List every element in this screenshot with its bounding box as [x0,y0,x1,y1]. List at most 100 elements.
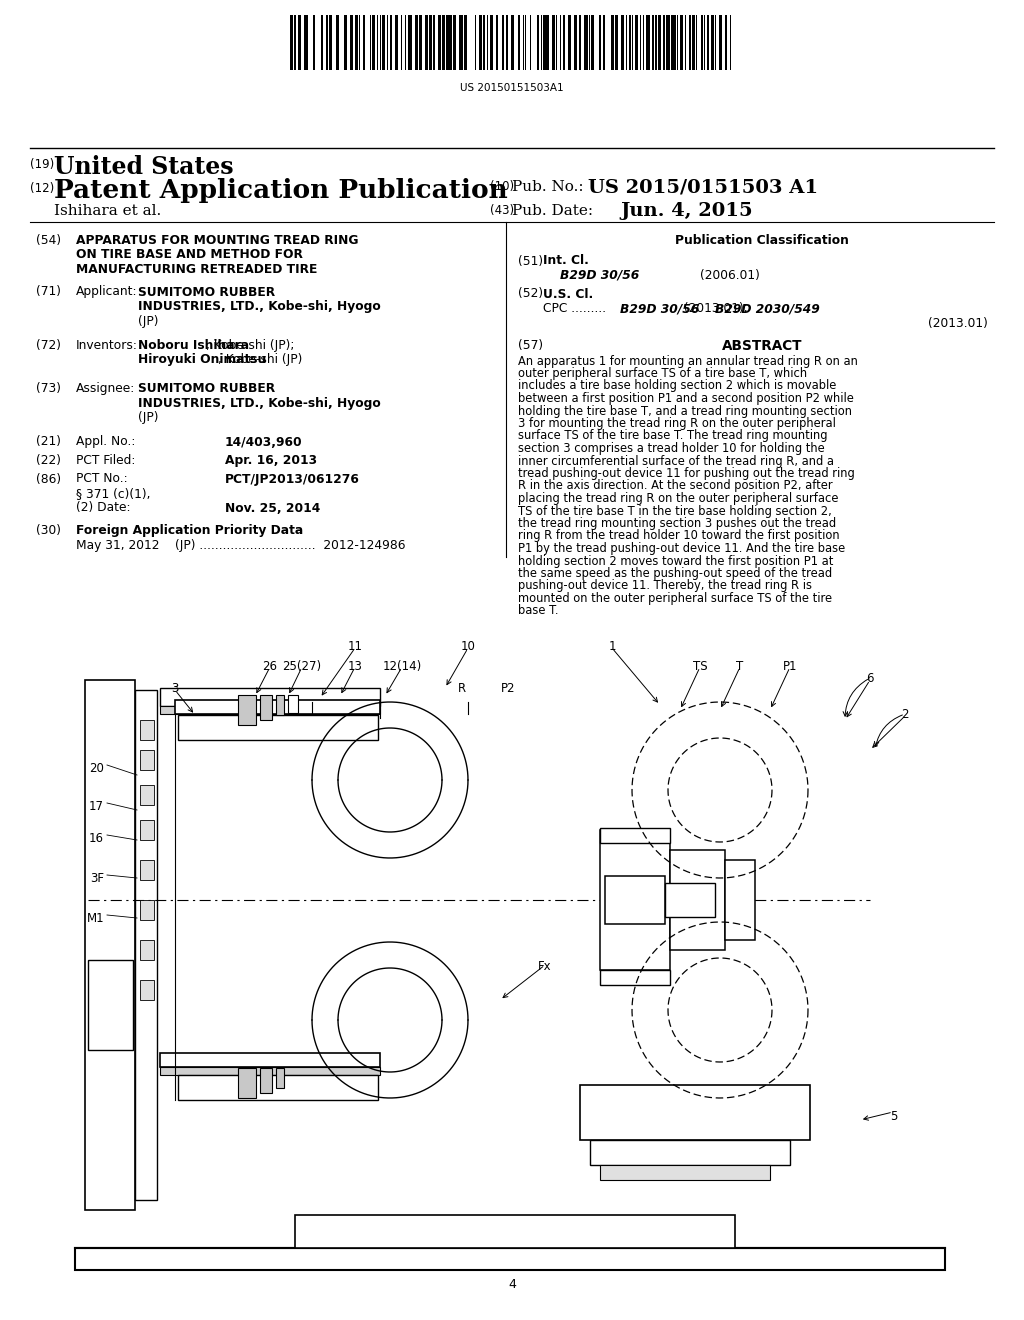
Bar [140,861,154,880]
Bar [711,15,714,70]
Text: Nov. 25, 2014: Nov. 25, 2014 [225,502,321,515]
Bar [605,876,665,924]
Text: 26: 26 [262,660,278,673]
Bar [140,785,154,805]
Text: An apparatus 1 for mounting an annular tread ring R on an: An apparatus 1 for mounting an annular t… [518,355,858,367]
Bar [563,15,565,70]
Bar [453,15,457,70]
Text: (2013.01);: (2013.01); [680,302,752,315]
Text: Appl. No.:: Appl. No.: [76,436,135,449]
Bar [546,15,549,70]
Bar [600,828,670,843]
Bar [326,15,329,70]
Bar [178,715,378,741]
Text: TS of the tire base T in the tire base holding section 2,: TS of the tire base T in the tire base h… [518,504,831,517]
Text: (12): (12) [30,182,54,195]
Text: section 3 comprises a tread holder 10 for holding the: section 3 comprises a tread holder 10 fo… [518,442,824,455]
Bar [382,15,385,70]
Bar [464,15,467,70]
Bar [410,15,412,70]
Text: between a first position P1 and a second position P2 while: between a first position P1 and a second… [518,392,854,405]
Bar [304,15,307,70]
Text: PCT No.:: PCT No.: [76,473,128,486]
Bar [665,883,715,917]
Text: P1 by the tread pushing-out device 11. And the tire base: P1 by the tread pushing-out device 11. A… [518,543,845,554]
Bar [175,700,380,714]
Bar [719,15,722,70]
Text: Applicant:: Applicant: [76,285,137,298]
Bar [429,15,432,70]
Text: inner circumferential surface of the tread ring R, and a: inner circumferential surface of the tre… [518,454,834,467]
Text: (57): (57) [518,339,543,352]
Bar [442,15,445,70]
Text: PCT/JP2013/061276: PCT/JP2013/061276 [225,473,359,486]
Text: (52): (52) [518,288,543,301]
Text: SUMITOMO RUBBER: SUMITOMO RUBBER [138,381,275,395]
Bar [591,15,594,70]
Text: Ishihara et al.: Ishihara et al. [54,205,161,218]
Text: 16: 16 [89,832,104,845]
Bar [621,15,623,70]
Text: § 371 (c)(1),: § 371 (c)(1), [76,487,151,500]
Text: Assignee:: Assignee: [76,381,135,395]
Text: holding section 2 moves toward the first position P1 at: holding section 2 moves toward the first… [518,554,834,568]
Bar [615,15,617,70]
Bar [140,820,154,840]
Bar [372,15,375,70]
Bar [390,15,392,70]
Bar [574,15,578,70]
Text: Inventors:: Inventors: [76,339,138,352]
Bar [689,15,691,70]
Bar [355,15,358,70]
Bar [474,15,476,70]
Bar [579,15,582,70]
Bar [652,15,654,70]
Bar [479,15,481,70]
Bar [75,1247,945,1270]
Text: Jun. 4, 2015: Jun. 4, 2015 [620,202,753,220]
Bar [446,15,447,70]
Text: INDUSTRIES, LTD., Kobe-shi, Hyogo: INDUSTRIES, LTD., Kobe-shi, Hyogo [138,300,381,313]
Text: (2006.01): (2006.01) [700,269,760,282]
Bar [692,15,695,70]
Text: placing the tread ring R on the outer peripheral surface: placing the tread ring R on the outer pe… [518,492,839,506]
Bar [600,970,670,985]
Bar [537,15,539,70]
Text: holding the tire base T, and a tread ring mounting section: holding the tire base T, and a tread rin… [518,404,852,417]
Bar [700,15,702,70]
Text: B29D 30/56: B29D 30/56 [620,302,699,315]
Text: includes a tire base holding section 2 which is movable: includes a tire base holding section 2 w… [518,380,837,392]
Bar [529,15,531,70]
Text: P2: P2 [501,682,515,696]
Text: mounted on the outer peripheral surface TS of the tire: mounted on the outer peripheral surface … [518,591,833,605]
Text: Pub. Date:: Pub. Date: [512,205,593,218]
Bar [140,719,154,741]
Bar [85,680,135,1210]
Bar [350,15,353,70]
Text: tread pushing-out device 11 for pushing out the tread ring: tread pushing-out device 11 for pushing … [518,467,855,480]
Bar [502,15,504,70]
Bar [675,15,676,70]
Text: 10: 10 [461,640,475,653]
Text: (54): (54) [36,234,61,247]
Text: 17: 17 [89,800,104,813]
Bar [295,1214,735,1247]
Text: 4: 4 [508,1278,516,1291]
Bar [725,861,755,940]
Text: Foreign Application Priority Data: Foreign Application Priority Data [76,524,303,537]
Text: US 20150151503A1: US 20150151503A1 [460,83,564,92]
Bar [419,15,422,70]
Bar [438,15,441,70]
Bar [511,15,514,70]
Bar [610,15,613,70]
Bar [664,15,665,70]
Text: US 2015/0151503 A1: US 2015/0151503 A1 [588,178,818,195]
Text: surface TS of the tire base T. The tread ring mounting: surface TS of the tire base T. The tread… [518,429,827,442]
Text: (73): (73) [36,381,61,395]
Bar [140,979,154,1001]
Text: U.S. Cl.: U.S. Cl. [543,288,593,301]
Bar [626,15,628,70]
Text: (10): (10) [490,180,514,193]
Text: B29D 2030/549: B29D 2030/549 [715,302,820,315]
Bar [486,15,488,70]
